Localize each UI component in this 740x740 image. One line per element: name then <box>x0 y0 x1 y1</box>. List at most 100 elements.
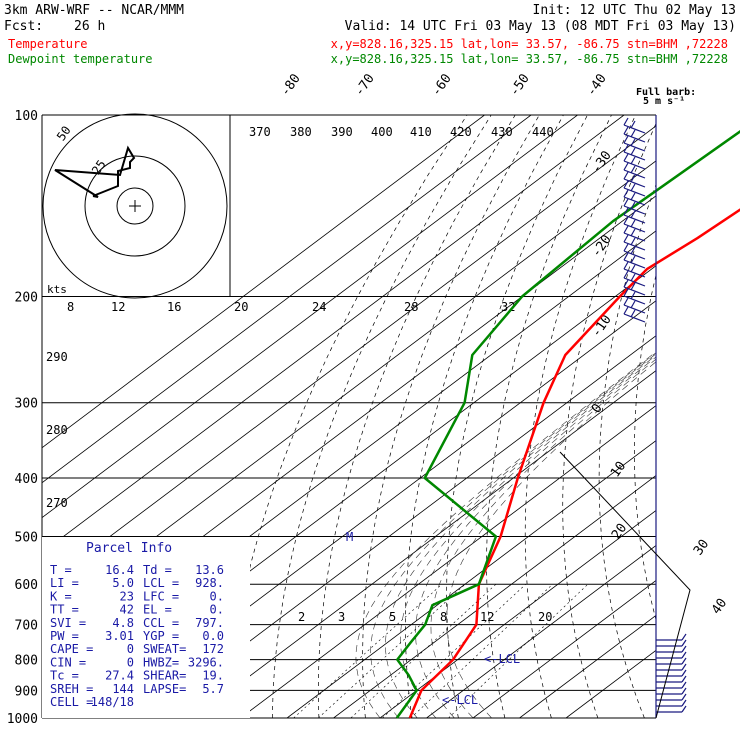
isotherm-line <box>42 125 656 589</box>
parcel-info-cell: SWEAT= <box>143 642 186 656</box>
wind-barb <box>623 261 646 278</box>
wind-barb <box>656 651 687 659</box>
isotherm-line <box>333 475 656 718</box>
dewpoint-legend-label: Dewpoint temperature <box>8 52 153 66</box>
hodograph-ring-label-50: 50 <box>54 123 74 143</box>
pressure-tick-label: 100 <box>15 109 38 124</box>
parcel-info-cell: YGP = <box>143 629 179 643</box>
theta-tick-label: 380 <box>290 125 312 139</box>
moist-adiabat-line <box>430 358 656 718</box>
mixing-ratio-line <box>448 583 589 718</box>
parcel-info-cell: 3296. <box>188 655 224 669</box>
wind-barb <box>623 279 646 296</box>
parcel-info-cell: PW = <box>50 629 79 643</box>
parcel-info-cell: LFC = <box>143 589 179 603</box>
wind-barb-flag <box>630 264 636 273</box>
dewpoint-legend-info: x,y=828.16,325.15 lat,lon= 33.57, -86.75… <box>331 52 728 66</box>
isotherm-line <box>42 115 578 519</box>
hodograph-trace <box>54 145 136 198</box>
parcel-info-cell: Tc = <box>50 669 79 683</box>
wind-barb <box>623 144 646 161</box>
wind-barb-staff <box>623 232 646 242</box>
isotherm-tick-label: -80 <box>278 71 304 99</box>
wind-barb <box>656 687 687 695</box>
wind-barb <box>656 675 687 683</box>
parcel-info-cell: CELL = <box>50 695 93 709</box>
wind-barb-flag <box>681 651 687 659</box>
wind-barb <box>623 216 646 233</box>
wind-barb-staff <box>623 250 646 260</box>
wind-barb-flag <box>681 681 687 689</box>
isotherm-line <box>472 579 656 718</box>
hodograph-speed-tick: 20 <box>234 300 248 314</box>
mixed-layer-marker: M <box>346 530 353 544</box>
wind-barb-flag <box>681 657 687 665</box>
wind-barb <box>656 699 687 707</box>
wind-barb <box>623 198 646 215</box>
wind-barb-flag <box>630 210 636 219</box>
mixing-ratio-tick-label: 5 <box>389 610 396 624</box>
parcel-info-cell: 5.7 <box>202 682 224 696</box>
parcel-info-cell: 148/18 <box>91 695 134 709</box>
theta-labels: 370 380 390 400 410 420 430 440 290 280 270 <box>46 125 554 510</box>
wind-barb <box>656 681 687 689</box>
wind-barb <box>656 657 687 665</box>
wind-barb-flag <box>623 180 629 189</box>
wind-barb <box>623 171 646 188</box>
wind-barb-flag <box>623 288 629 297</box>
wind-barb-flag <box>630 309 636 318</box>
wind-barb-staff <box>623 304 646 314</box>
dry-adiabat-line <box>317 115 516 718</box>
wind-barb-flag <box>630 129 636 138</box>
dry-adiabat-line <box>669 115 738 718</box>
wind-barb-staff <box>623 178 646 188</box>
barb-legend: Full barb: 5 m s⁻¹ <box>636 87 696 107</box>
hodograph-speed-tick: 24 <box>312 300 326 314</box>
temperature-legend-label: Temperature <box>8 37 87 51</box>
wind-barb-flag <box>681 645 687 653</box>
wind-barb-flag <box>630 156 636 165</box>
isotherm-line <box>42 115 532 484</box>
wind-barb-flag <box>681 675 687 683</box>
wind-barb-flag <box>623 279 629 288</box>
wind-barb <box>623 243 646 260</box>
pressure-tick-label: 200 <box>15 291 38 306</box>
parcel-info-cell: T = <box>50 563 72 577</box>
wind-barb-staff <box>623 277 646 287</box>
wind-barb <box>656 633 687 641</box>
isotherm-tick-label: 10 <box>608 459 629 480</box>
moist-adiabat-line <box>400 354 656 718</box>
isotherm-line <box>193 370 656 718</box>
wind-barb-flag <box>623 216 629 225</box>
parcel-info-cell: TT = <box>50 603 79 617</box>
parcel-info-cell: SHEAR= <box>143 669 186 683</box>
hodograph-ring-label-25: 25 <box>89 157 109 177</box>
temperature-profile-line <box>408 208 740 719</box>
dry-adiabat-line <box>598 183 656 718</box>
parcel-info-cell: CIN = <box>50 655 86 669</box>
mixing-ratio-labels: 2 3 5 8 12 20 <box>298 610 552 624</box>
hodograph-inset: 50 25 kts <box>42 113 231 299</box>
dry-adiabat-line <box>524 115 636 718</box>
pressure-tick-label: 500 <box>15 530 38 545</box>
isotherm-line <box>565 649 656 718</box>
wind-barb-flag <box>630 273 636 282</box>
wind-barb <box>623 306 646 323</box>
wind-barb-staff <box>623 196 646 206</box>
wind-barb-column <box>559 115 691 719</box>
parcel-info-cell: CCL = <box>143 616 179 630</box>
valid-time: Valid: 14 UTC Fri 03 May 13 (08 MDT Fri … <box>345 19 736 34</box>
parcel-info-cell: 27.4 <box>105 669 134 683</box>
mixing-ratio-tick-label: 20 <box>538 610 552 624</box>
wind-barb-flag <box>681 669 687 677</box>
barb-legend-title: Full barb: <box>636 87 696 98</box>
wind-barb-flag <box>630 228 636 237</box>
wind-barb-flag <box>623 162 629 171</box>
parcel-info-cell: SVI = <box>50 616 86 630</box>
wind-barb-staff <box>623 286 646 296</box>
theta-tick-label: 410 <box>410 125 432 139</box>
wind-barb-flag <box>623 135 629 144</box>
hodograph-ring-inner <box>116 187 154 225</box>
wind-barb <box>623 189 646 206</box>
theta-tick-label: 370 <box>249 125 271 139</box>
